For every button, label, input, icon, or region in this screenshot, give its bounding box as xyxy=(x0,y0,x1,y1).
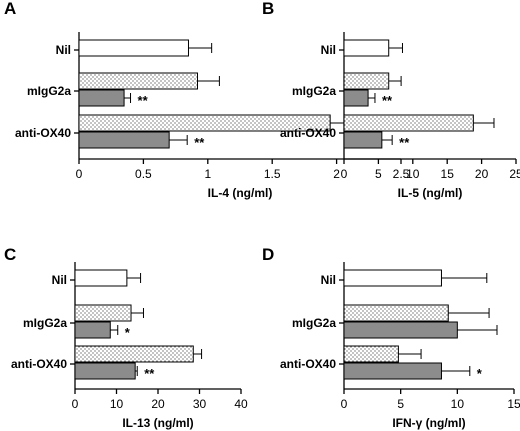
category-label: Nil xyxy=(52,273,67,287)
x-tick-label: 0 xyxy=(341,397,348,411)
x-tick-label: 30 xyxy=(193,397,207,411)
panel-letter-b: B xyxy=(262,0,274,18)
bar xyxy=(78,39,189,57)
bar xyxy=(74,321,111,339)
panel-d: D 0 5 10 15 Nil mIgG2a anti-OX40 * IFN-γ (ng/ml) xyxy=(262,245,520,430)
bar xyxy=(343,321,458,339)
bar xyxy=(78,131,170,149)
category-label: mIgG2a xyxy=(23,316,67,330)
category-label: anti-OX40 xyxy=(280,126,336,140)
x-tick-label: 10 xyxy=(406,167,420,181)
x-tick-label: 5 xyxy=(397,397,404,411)
x-tick-label: 25 xyxy=(509,167,520,181)
bar xyxy=(343,39,390,57)
bar xyxy=(343,89,369,107)
x-tick-label: 20 xyxy=(475,167,489,181)
bar xyxy=(343,304,449,322)
category-label: mIgG2a xyxy=(292,84,336,98)
significance-label: ** xyxy=(382,93,393,108)
bar xyxy=(74,304,132,322)
category-label: mIgG2a xyxy=(27,84,71,98)
category-label: anti-OX40 xyxy=(280,357,336,371)
x-tick-label: 1.5 xyxy=(264,167,281,181)
significance-label: ** xyxy=(144,366,155,381)
panel-letter-a: A xyxy=(4,0,16,18)
significance-label: ** xyxy=(399,135,410,150)
x-tick-label: 10 xyxy=(110,397,124,411)
x-tick-label: 2 xyxy=(333,167,340,181)
bar xyxy=(343,269,442,287)
significance-label: * xyxy=(125,325,131,340)
x-tick-label: 0 xyxy=(72,397,79,411)
x-tick-label: 0 xyxy=(76,167,83,181)
bar xyxy=(74,269,128,287)
category-label: Nil xyxy=(321,43,336,57)
category-label: anti-OX40 xyxy=(11,357,67,371)
bar xyxy=(74,362,136,380)
category-label: Nil xyxy=(56,43,71,57)
significance-label: ** xyxy=(194,135,205,150)
bar xyxy=(343,131,383,149)
significance-label: * xyxy=(477,366,483,381)
bar xyxy=(78,89,125,107)
category-label: mIgG2a xyxy=(292,316,336,330)
x-tick-label: 5 xyxy=(375,167,382,181)
bar xyxy=(78,72,198,90)
x-tick-label: 20 xyxy=(151,397,165,411)
category-label: Nil xyxy=(321,273,336,287)
x-tick-label: 15 xyxy=(507,397,520,411)
panel-b: B 0 5 10 15 20 25 Nil mIgG2a anti-OX40 ** ** IL-5 (… xyxy=(262,0,520,200)
x-tick-label: 40 xyxy=(234,397,248,411)
x-tick-label: 0.5 xyxy=(135,167,152,181)
x-axis-title: IL-13 (ng/ml) xyxy=(122,416,193,430)
panel-letter-c: C xyxy=(4,245,16,264)
bar xyxy=(343,345,399,363)
x-tick-label: 0 xyxy=(341,167,348,181)
panel-a: A 0 0.5 1 1.5 2 2.5 Nil mIgG2a anti-OX40 ** ** IL-4… xyxy=(4,0,410,200)
panel-letter-d: D xyxy=(262,245,274,264)
x-axis-title: IL-4 (ng/ml) xyxy=(208,186,273,200)
category-label: anti-OX40 xyxy=(15,126,71,140)
x-axis-title: IL-5 (ng/ml) xyxy=(398,186,463,200)
bar xyxy=(74,345,194,363)
x-tick-label: 2.5 xyxy=(393,167,410,181)
bar xyxy=(343,72,390,90)
bar xyxy=(343,362,442,380)
significance-label: ** xyxy=(138,93,149,108)
x-tick-label: 1 xyxy=(204,167,211,181)
x-tick-label: 10 xyxy=(451,397,465,411)
bar xyxy=(343,114,474,132)
x-axis-title: IFN-γ (ng/ml) xyxy=(392,416,465,430)
x-tick-label: 15 xyxy=(441,167,455,181)
